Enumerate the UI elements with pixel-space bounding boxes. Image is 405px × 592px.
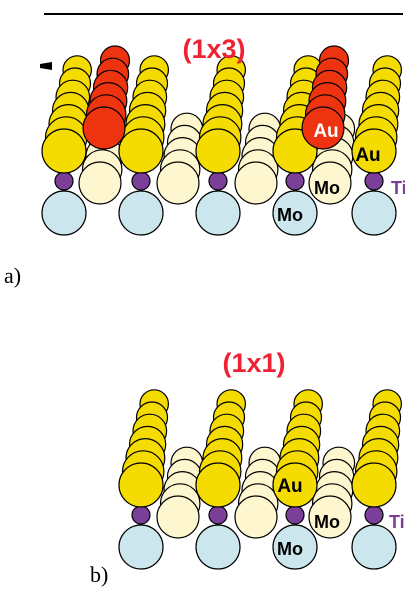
ti-atom: [365, 172, 383, 190]
panel-b-diagram: (1x1) Au Mo Mo Ti: [0, 330, 405, 592]
mo-lower-label: Mo: [277, 205, 303, 225]
au-yellow-label: Au: [277, 476, 302, 497]
mo-substrate-atom: [119, 525, 163, 569]
mo-lower-label: Mo: [277, 539, 303, 559]
au-adatom: [83, 107, 125, 149]
ti-atom: [286, 172, 304, 190]
au-yellow-label: Au: [355, 145, 380, 166]
mo-atom: [157, 162, 199, 204]
ti-atom: [286, 506, 304, 524]
ti-atom: [209, 172, 227, 190]
panel-a-label: a): [4, 263, 21, 289]
arrow-marker-icon: [40, 62, 52, 70]
ti-atom: [55, 172, 73, 190]
ti-label: Ti: [389, 512, 405, 532]
ti-atom: [365, 506, 383, 524]
mo-atom: [157, 496, 199, 538]
mo-upper-label: Mo: [314, 512, 340, 532]
panel-a-title: (1x3): [182, 34, 245, 64]
mo-atom: [79, 162, 121, 204]
au-atom: [196, 129, 240, 173]
au-atom: [119, 129, 163, 173]
au-red-label: Au: [313, 121, 338, 142]
au-atom: [42, 129, 86, 173]
panel-b: (1x1) Au Mo Mo Ti: [0, 330, 405, 592]
mo-atom: [235, 162, 277, 204]
mo-substrate-atom: [42, 191, 86, 235]
panel-a-diagram: (1x3) Au Au Mo Mo Ti: [0, 0, 405, 255]
au-atom: [352, 463, 396, 507]
panel-b-atoms: [119, 390, 401, 569]
ti-atom: [132, 172, 150, 190]
panel-a: (1x3) Au Au Mo Mo Ti: [0, 0, 405, 255]
mo-substrate-atom: [196, 525, 240, 569]
panel-b-title: (1x1): [222, 348, 285, 378]
mo-substrate-atom: [196, 191, 240, 235]
au-atom: [196, 463, 240, 507]
ti-atom: [209, 506, 227, 524]
panel-a-atoms: [42, 46, 401, 235]
mo-substrate-atom: [119, 191, 163, 235]
mo-atom: [235, 496, 277, 538]
panel-b-label: b): [90, 562, 108, 588]
ti-atom: [132, 506, 150, 524]
ti-label: Ti: [391, 178, 405, 198]
mo-upper-label: Mo: [314, 178, 340, 198]
mo-substrate-atom: [352, 191, 396, 235]
au-atom: [119, 463, 163, 507]
